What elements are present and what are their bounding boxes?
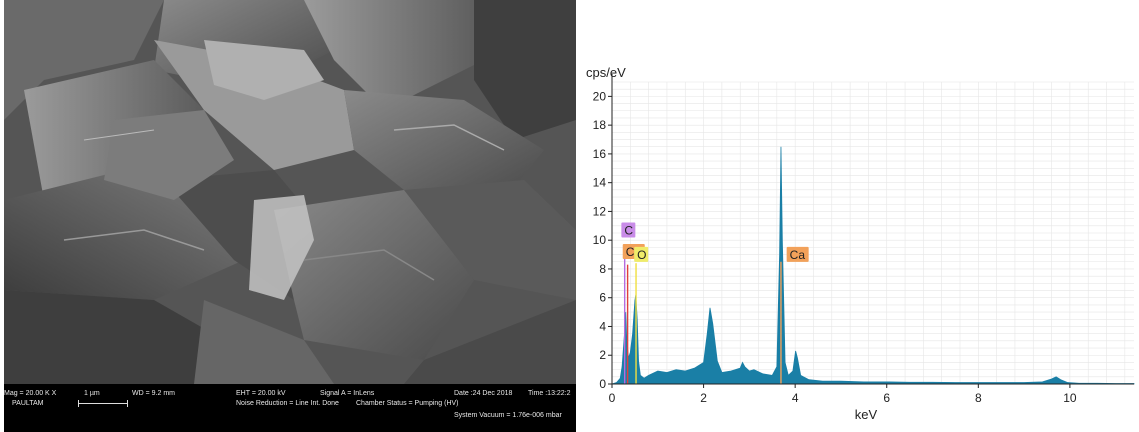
y-tick-label: 6 (599, 291, 606, 305)
sem-noise-reduction: Noise Reduction = Line Int. Done (236, 400, 339, 407)
y-axis-label: cps/eV (586, 65, 626, 80)
sem-eht: EHT = 20.00 kV (236, 390, 286, 397)
sem-operator: PAULTAM (12, 400, 44, 407)
eds-spectrum-panel: 0 2 4 6 8 10 12 14 16 18 20 0 2 4 6 8 10 C Ca O Ca cps/eV k… (576, 60, 1139, 432)
y-tick-label: 0 (599, 377, 606, 391)
sem-micrograph-panel: Mag = 20.00 K X 1 µm WD = 9.2 mm EHT = 2… (4, 0, 576, 432)
sem-system-vacuum: System Vacuum = 1.76e-006 mbar (454, 412, 562, 419)
sem-time: Time :13:22:2 (528, 390, 571, 397)
svg-text:Ca: Ca (790, 248, 806, 262)
y-tick-label: 10 (593, 233, 607, 247)
x-tick-label: 2 (700, 391, 707, 405)
x-tick-label: 4 (792, 391, 799, 405)
y-tick-label: 14 (593, 176, 607, 190)
sem-signal: Signal A = InLens (320, 390, 375, 397)
sem-scale-bar-label: 1 µm (84, 390, 100, 397)
y-tick-label: 12 (593, 204, 607, 218)
x-axis-label: keV (855, 407, 878, 422)
y-tick-label: 20 (593, 89, 607, 103)
sem-micrograph-image (4, 0, 576, 384)
sem-date: Date :24 Dec 2018 (454, 390, 513, 397)
svg-text:C: C (624, 223, 633, 237)
sem-working-distance: WD = 9.2 mm (132, 390, 175, 397)
sem-info-bar: Mag = 20.00 K X 1 µm WD = 9.2 mm EHT = 2… (4, 384, 576, 432)
spectrum-series (611, 146, 1135, 385)
y-tick-label: 4 (599, 319, 606, 333)
element-label-ca: Ca (786, 246, 809, 262)
sem-magnification: Mag = 20.00 K X (4, 390, 57, 397)
x-tick-label: 10 (1063, 391, 1077, 405)
sem-scale-bar (78, 400, 128, 407)
x-tick-label: 0 (609, 391, 616, 405)
element-label-o: O (634, 246, 649, 262)
x-tick-label: 8 (975, 391, 982, 405)
element-label-c: C (621, 222, 636, 238)
y-tick-label: 2 (599, 348, 606, 362)
x-tick-label: 6 (883, 391, 890, 405)
y-tick-label: 8 (599, 262, 606, 276)
y-tick-label: 18 (593, 118, 607, 132)
sem-chamber-status: Chamber Status = Pumping (HV) (356, 400, 459, 407)
y-tick-label: 16 (593, 147, 607, 161)
svg-text:O: O (637, 248, 646, 262)
